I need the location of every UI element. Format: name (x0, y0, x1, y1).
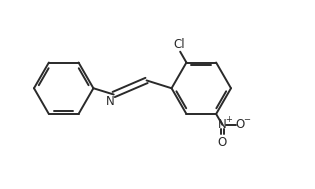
Text: Cl: Cl (174, 38, 185, 51)
Text: O: O (218, 136, 227, 149)
Text: O: O (235, 118, 244, 131)
Text: N: N (106, 95, 114, 108)
Text: +: + (226, 115, 232, 124)
Text: N: N (218, 118, 227, 131)
Text: −: − (243, 115, 250, 124)
